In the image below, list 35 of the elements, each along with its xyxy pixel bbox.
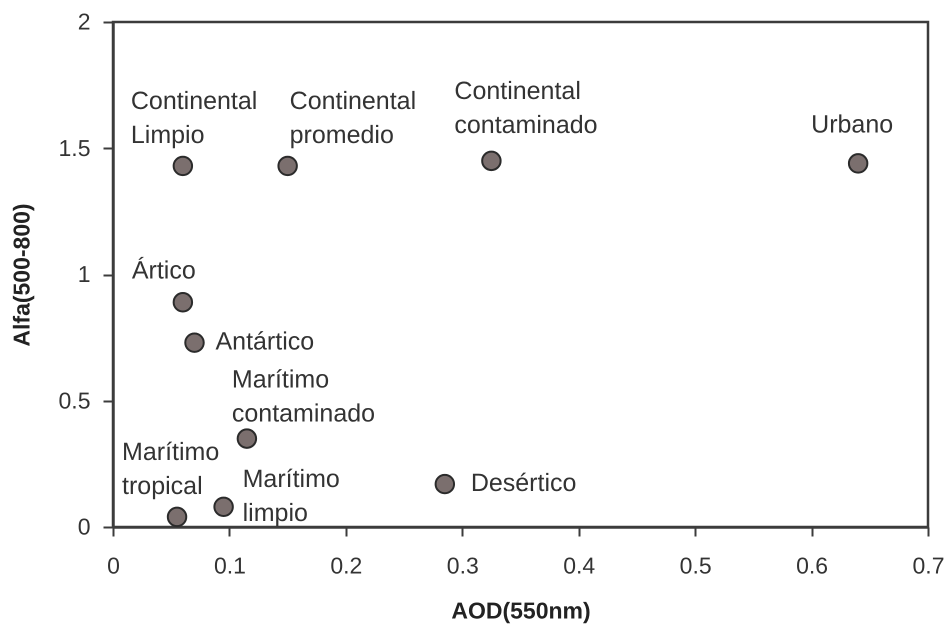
point — [172, 156, 194, 176]
x-tick-label: 0.2 — [330, 552, 362, 578]
point — [848, 153, 868, 174]
point — [184, 332, 205, 353]
x-tick-label: 0.7 — [912, 552, 944, 578]
annotation: Marítimo contaminado — [232, 366, 376, 428]
y-tick-label: 1.5 — [58, 134, 90, 161]
point — [213, 496, 234, 517]
point — [236, 428, 258, 449]
y-tick-label: 1 — [78, 261, 90, 287]
annotation: Marítimo limpio — [242, 464, 340, 527]
point — [481, 150, 502, 172]
annotation: Continental promedio — [290, 86, 416, 149]
annotation: Marítimo tropical — [122, 438, 220, 500]
x-axis-title: AOD(550nm) — [451, 598, 591, 624]
point — [172, 292, 194, 312]
x-tick-label: 0.5 — [680, 552, 712, 578]
y-tick-label: 2 — [78, 8, 90, 34]
point — [434, 474, 456, 494]
annotation: Ártico — [132, 256, 196, 284]
annotation: Desértico — [470, 469, 576, 498]
y-tick-label: 0.5 — [58, 387, 90, 414]
x-tick-label: 0.1 — [214, 552, 246, 578]
x-tick-label: 0.3 — [446, 552, 479, 578]
y-axis-title: Alfa(500-800) — [8, 203, 35, 347]
annotation: Urbano — [811, 110, 894, 138]
x-tick-label: 0.6 — [796, 552, 828, 578]
y-tick-label: 0 — [78, 514, 90, 540]
x-tick-label: 0.4 — [563, 552, 596, 578]
annotation: Antártico — [216, 328, 314, 356]
annotation: Continental Limpio — [130, 86, 258, 149]
x-tick-label: 0 — [107, 552, 120, 578]
point — [277, 156, 298, 176]
annotation: Continental contaminado — [454, 76, 598, 139]
point — [166, 506, 188, 528]
